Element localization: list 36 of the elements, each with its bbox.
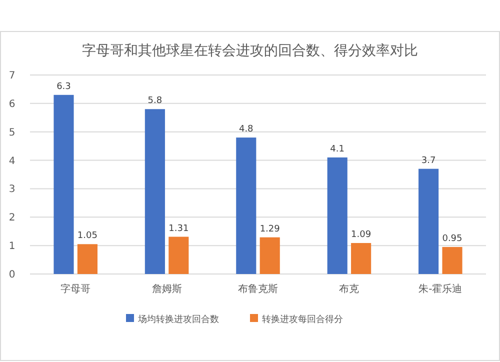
bar <box>77 244 98 274</box>
legend-label: 场均转换进攻回合数 <box>137 314 219 325</box>
legend-label: 转换进攻每回合得分 <box>262 314 343 325</box>
bar <box>168 236 189 274</box>
data-label: 5.8 <box>148 96 162 106</box>
y-tick-label: 4 <box>8 156 16 167</box>
bar <box>351 243 372 274</box>
y-tick-label: 2 <box>8 212 16 224</box>
data-label: 6.3 <box>56 82 71 92</box>
y-tick-label: 0 <box>8 270 16 280</box>
x-tick-label: 布鲁克斯 <box>238 283 278 295</box>
y-tick-label: 7 <box>8 70 16 82</box>
x-tick-label: 詹姆斯 <box>152 283 182 295</box>
data-label: 1.05 <box>77 231 98 242</box>
data-label: 4.8 <box>238 124 254 135</box>
bar <box>260 237 280 274</box>
x-tick-label: 朱-霍乐迪 <box>418 283 462 295</box>
data-label: 3.7 <box>421 156 436 166</box>
bar <box>442 246 462 274</box>
data-label: 1.09 <box>351 230 372 240</box>
bar <box>418 168 439 274</box>
x-tick-label: 字母哥 <box>60 283 91 295</box>
bar <box>327 157 348 274</box>
data-label: 4.1 <box>330 144 345 154</box>
chart-title: 字母哥和其他球星在转会进攻的回合数、得分效率对比 <box>82 43 418 59</box>
bar <box>54 94 74 274</box>
y-tick-label: 3 <box>8 184 16 196</box>
x-tick-label: 布克 <box>339 283 360 295</box>
bar <box>144 109 165 274</box>
data-label: 1.29 <box>260 224 280 234</box>
y-tick-label: 6 <box>8 98 16 110</box>
y-tick-label: 1 <box>8 241 16 252</box>
data-label: 1.31 <box>168 224 189 234</box>
y-tick-label: 5 <box>8 127 16 138</box>
bar <box>236 138 256 274</box>
data-label: 0.95 <box>442 234 462 244</box>
